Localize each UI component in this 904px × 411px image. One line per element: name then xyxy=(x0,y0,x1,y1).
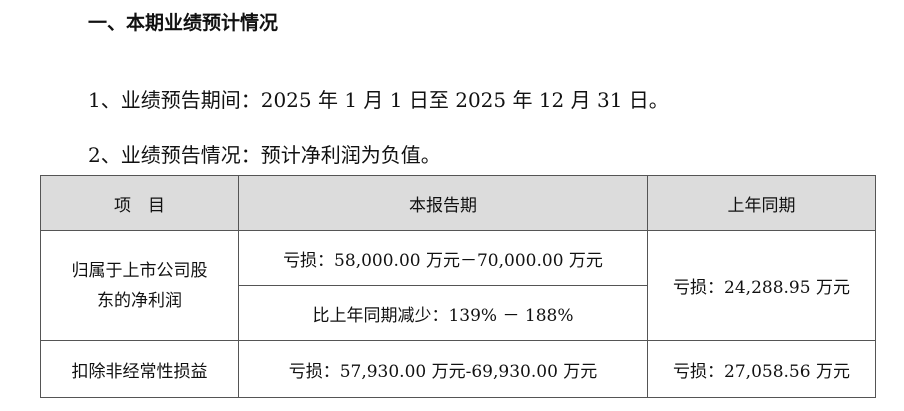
forecast-status: 2、业绩预告情况：预计净利润为负值。 xyxy=(88,143,441,167)
row-label: 扣除非经常性损益 xyxy=(40,340,239,398)
section-heading: 一、本期业绩预计情况 xyxy=(88,12,279,34)
prior-value: 亏损：24,288.95 万元 xyxy=(647,230,876,341)
label-line: 东的净利润 xyxy=(97,290,182,311)
header-item: 项 目 xyxy=(40,175,239,231)
label-line: 归属于上市公司股 xyxy=(71,260,208,281)
table-header-row: 项 目 本报告期 上年同期 xyxy=(40,175,876,231)
table-row: 归属于上市公司股 东的净利润 亏损：58,000.00 万元－70,000.00 … xyxy=(40,230,876,341)
current-value: 亏损：57,930.00 万元-69,930.00 万元 xyxy=(238,340,648,398)
forecast-period: 1、业绩预告期间：2025 年 1 月 1 日至 2025 年 12 月 31 … xyxy=(88,88,669,112)
change-value: 比上年同期减少：139% － 188% xyxy=(238,285,648,341)
row-label: 归属于上市公司股 东的净利润 xyxy=(40,230,239,341)
header-prior: 上年同期 xyxy=(647,175,876,231)
forecast-table: 项 目 本报告期 上年同期 归属于上市公司股 东的净利润 亏损：58,000.00… xyxy=(40,175,876,398)
table-row: 比上年同期减少：139% － 188% xyxy=(41,285,876,341)
current-value: 亏损：58,000.00 万元－70,000.00 万元 xyxy=(238,230,648,286)
prior-value: 亏损：27,058.56 万元 xyxy=(647,340,876,398)
header-current: 本报告期 xyxy=(238,175,648,231)
table-row: 扣除非经常性损益 亏损：57,930.00 万元-69,930.00 万元 亏损… xyxy=(40,340,876,398)
